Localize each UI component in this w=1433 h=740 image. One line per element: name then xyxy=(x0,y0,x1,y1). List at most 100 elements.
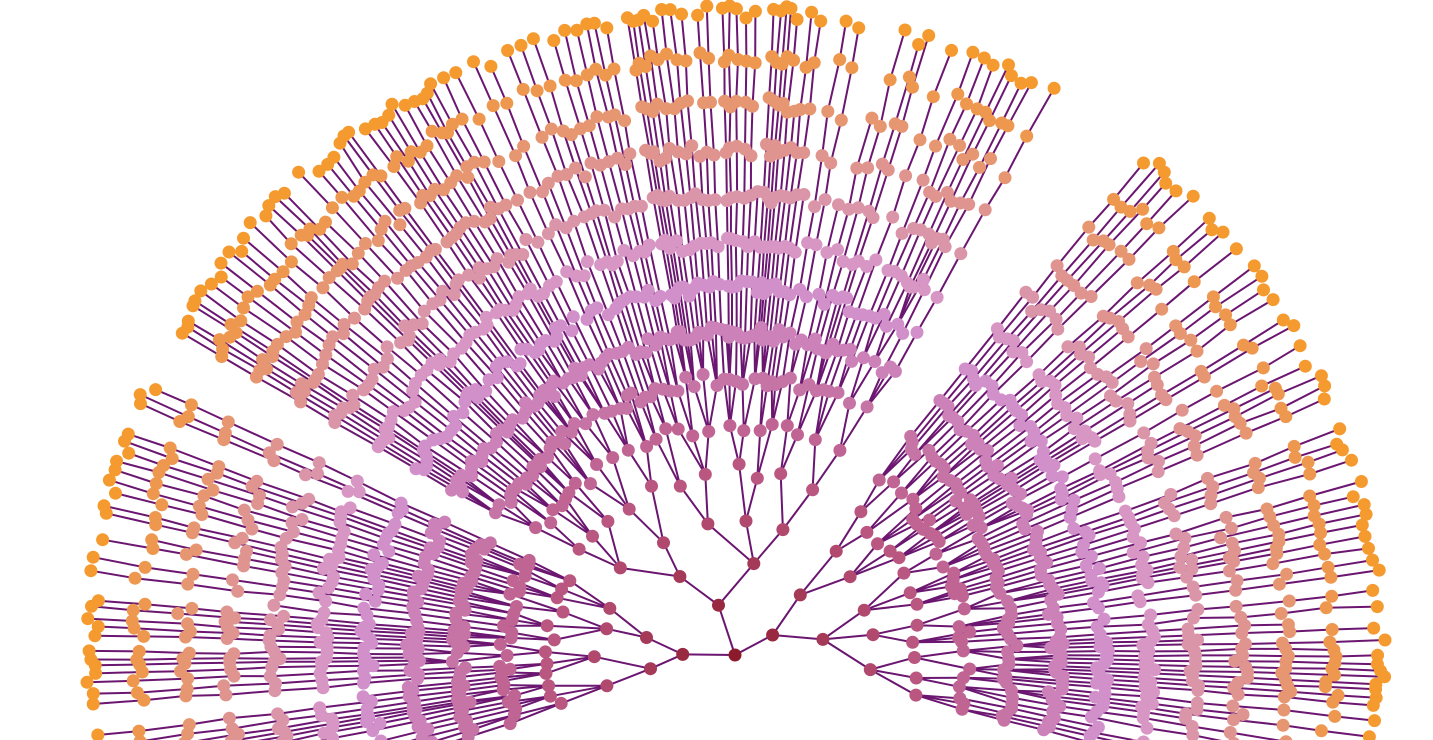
tree-node xyxy=(922,29,936,42)
tree-node xyxy=(774,467,788,481)
tree-edge xyxy=(284,565,334,578)
tree-node xyxy=(710,379,724,392)
tree-edge xyxy=(862,317,877,359)
tree-edge xyxy=(1172,217,1210,253)
tree-node xyxy=(461,170,475,184)
tree-edge xyxy=(410,265,441,301)
tree-node xyxy=(149,518,163,532)
tree-node xyxy=(1092,562,1106,575)
tree-node xyxy=(1126,546,1140,559)
tree-edge xyxy=(473,161,500,210)
tree-node xyxy=(732,457,746,471)
tree-edge xyxy=(1073,510,1126,530)
tree-edge xyxy=(605,27,615,70)
tree-node xyxy=(861,161,875,175)
tree-edge xyxy=(1234,540,1280,552)
tree-edge xyxy=(1231,515,1271,530)
tree-edge xyxy=(620,208,635,257)
tree-edge xyxy=(496,258,520,298)
tree-edge xyxy=(256,480,310,501)
tree-edge xyxy=(573,423,598,465)
tree-node xyxy=(1004,69,1018,83)
tree-edge xyxy=(274,278,310,307)
tree-edge xyxy=(1024,508,1073,530)
tree-edge xyxy=(423,310,463,349)
tree-edge xyxy=(398,209,432,252)
tree-edge xyxy=(734,196,739,241)
tree-edge xyxy=(829,119,843,164)
tree-node xyxy=(1020,129,1034,143)
tree-node xyxy=(821,104,835,118)
tree-node xyxy=(676,244,689,258)
tree-node xyxy=(1173,422,1187,436)
tree-node xyxy=(854,505,868,519)
tree-node xyxy=(270,437,284,451)
tree-node xyxy=(1227,713,1240,727)
tree-node xyxy=(447,288,461,301)
tree-node xyxy=(793,283,807,296)
tree-node xyxy=(1301,455,1315,469)
tree-edge xyxy=(545,650,595,658)
tree-edge xyxy=(1098,600,1141,609)
tree-node xyxy=(336,327,350,341)
tree-edge xyxy=(393,165,422,204)
tree-edge xyxy=(1057,618,1105,625)
tree-edge xyxy=(169,447,220,468)
tree-edge xyxy=(470,475,512,504)
tree-node xyxy=(91,728,105,740)
tree-edge xyxy=(606,521,622,569)
tree-edge xyxy=(550,128,568,175)
tree-edge xyxy=(153,492,200,508)
tree-edge xyxy=(506,50,525,90)
tree-edge xyxy=(419,151,445,191)
tree-edge xyxy=(285,335,324,365)
tree-node xyxy=(435,126,449,140)
tree-node xyxy=(790,13,804,26)
tree-edge xyxy=(1012,310,1051,353)
tree-node xyxy=(831,243,844,257)
tree-node xyxy=(936,560,950,574)
tree-edge xyxy=(578,548,621,569)
tree-edge xyxy=(848,360,876,404)
tree-edge xyxy=(500,643,546,653)
tree-node xyxy=(916,272,930,286)
tree-node xyxy=(888,117,902,131)
tree-edge xyxy=(223,682,276,687)
tree-edge xyxy=(364,128,395,168)
tree-node xyxy=(501,44,515,57)
tree-node xyxy=(391,506,405,520)
tree-edge xyxy=(885,282,909,327)
tree-edge xyxy=(964,607,1012,610)
tree-edge xyxy=(514,155,531,193)
tree-edge xyxy=(549,85,565,132)
tree-edge xyxy=(942,202,962,240)
tree-edge xyxy=(822,638,871,671)
tree-node xyxy=(1287,439,1301,453)
tree-edge xyxy=(915,479,951,510)
tree-node xyxy=(1002,58,1015,72)
tree-edge xyxy=(1143,409,1183,434)
tree-edge xyxy=(93,699,145,705)
tree-node xyxy=(1169,319,1183,333)
tree-edge xyxy=(1007,587,1054,603)
tree-edge xyxy=(1175,516,1227,535)
tree-node xyxy=(1288,450,1302,464)
tree-node xyxy=(397,404,411,418)
tree-edge xyxy=(482,328,508,363)
tree-node xyxy=(1155,388,1169,402)
tree-edge xyxy=(1241,630,1290,635)
tree-edge xyxy=(727,5,731,56)
tree-edge xyxy=(429,195,458,235)
tree-node xyxy=(788,337,802,351)
tree-edge xyxy=(325,354,369,386)
tree-edge xyxy=(625,407,648,447)
tree-edge xyxy=(783,197,792,247)
tree-edge xyxy=(1128,227,1160,261)
tree-node xyxy=(620,388,634,402)
tree-node xyxy=(1088,452,1102,466)
tree-edge xyxy=(326,163,355,197)
tree-edge xyxy=(181,332,223,358)
tree-edge xyxy=(1008,663,1055,668)
tree-node xyxy=(875,157,889,171)
tree-edge xyxy=(574,167,593,215)
